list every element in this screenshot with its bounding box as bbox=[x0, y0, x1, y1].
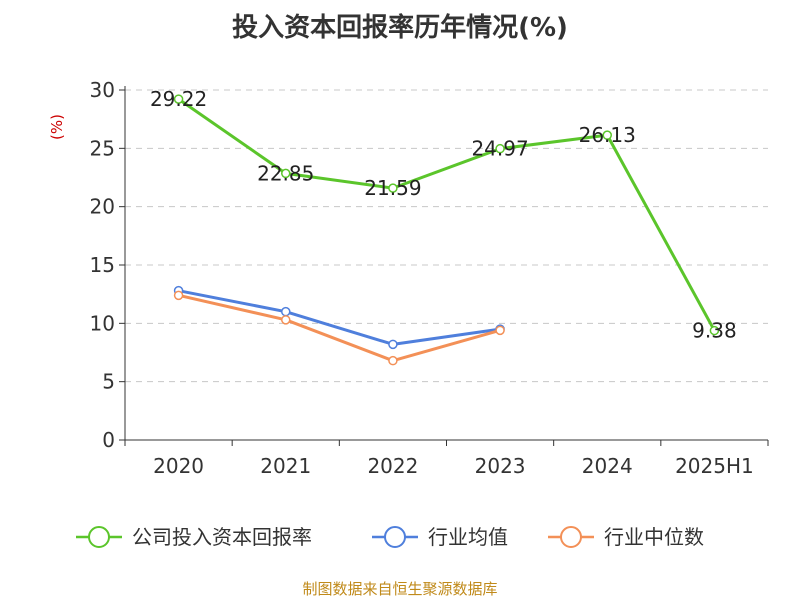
data-point bbox=[173, 290, 184, 301]
y-tick-label: 25 bbox=[90, 136, 115, 160]
data-point bbox=[602, 130, 612, 140]
y-tick-label: 15 bbox=[90, 253, 115, 277]
x-tick-label: 2025H1 bbox=[675, 454, 754, 478]
data-point bbox=[388, 355, 398, 366]
legend-item-2: 行业中位数 bbox=[548, 525, 704, 549]
y-tick-label: 5 bbox=[102, 370, 115, 394]
series-line bbox=[178, 289, 501, 346]
x-tick-label: 2024 bbox=[582, 454, 633, 478]
data-label: 24.97 bbox=[471, 137, 528, 161]
grid-lines bbox=[125, 89, 768, 383]
series-line bbox=[177, 97, 716, 332]
legend-marker bbox=[88, 526, 110, 548]
series-2 bbox=[173, 290, 505, 366]
data-label: 29.22 bbox=[150, 87, 207, 111]
y-tick-label: 10 bbox=[90, 311, 115, 335]
y-tick-label: 0 bbox=[102, 428, 115, 452]
data-point bbox=[388, 339, 398, 350]
x-tick-labels: 2020 2021 2022 2023 2024 2025H1 bbox=[153, 454, 754, 478]
legend-marker bbox=[384, 526, 406, 548]
data-point bbox=[709, 325, 720, 336]
y-tick-label: 20 bbox=[90, 195, 115, 219]
y-axis-unit: (%) bbox=[48, 114, 66, 140]
x-tick-label: 2021 bbox=[260, 454, 311, 478]
data-point bbox=[388, 183, 398, 193]
legend-label: 行业均值 bbox=[428, 525, 508, 549]
chart-title: 投入资本回报率历年情况(%) bbox=[232, 12, 568, 43]
data-point bbox=[281, 168, 291, 179]
source-note: 制图数据来自恒生聚源数据库 bbox=[302, 580, 497, 598]
data-point bbox=[495, 143, 505, 154]
x-tick-label: 2023 bbox=[475, 454, 526, 478]
data-label: 22.85 bbox=[257, 161, 314, 185]
data-point bbox=[281, 315, 291, 325]
series-line bbox=[178, 293, 501, 363]
axes bbox=[119, 86, 769, 446]
x-tick-label: 2022 bbox=[367, 454, 418, 478]
legend: 公司投入资本回报率 行业均值 行业中位数 bbox=[76, 525, 704, 549]
data-label: 9.38 bbox=[692, 319, 737, 343]
data-label: 26.13 bbox=[579, 123, 636, 147]
legend-marker bbox=[560, 526, 582, 548]
legend-item-1: 行业均值 bbox=[372, 525, 508, 549]
x-tick-label: 2020 bbox=[153, 454, 204, 478]
data-point bbox=[495, 325, 505, 336]
y-tick-label: 30 bbox=[90, 78, 115, 102]
series-0: 29.22 22.85 21.59 24.97 26.13 9.38 bbox=[150, 87, 737, 342]
data-point bbox=[281, 306, 291, 317]
y-tick-labels: 0 5 10 15 20 25 30 bbox=[90, 78, 115, 452]
legend-label: 公司投入资本回报率 bbox=[132, 525, 312, 549]
legend-label: 行业中位数 bbox=[604, 525, 704, 549]
legend-item-0: 公司投入资本回报率 bbox=[76, 525, 312, 549]
data-point bbox=[173, 94, 184, 104]
series-group: 29.22 22.85 21.59 24.97 26.13 9.38 bbox=[150, 87, 737, 366]
data-label: 21.59 bbox=[364, 176, 421, 200]
